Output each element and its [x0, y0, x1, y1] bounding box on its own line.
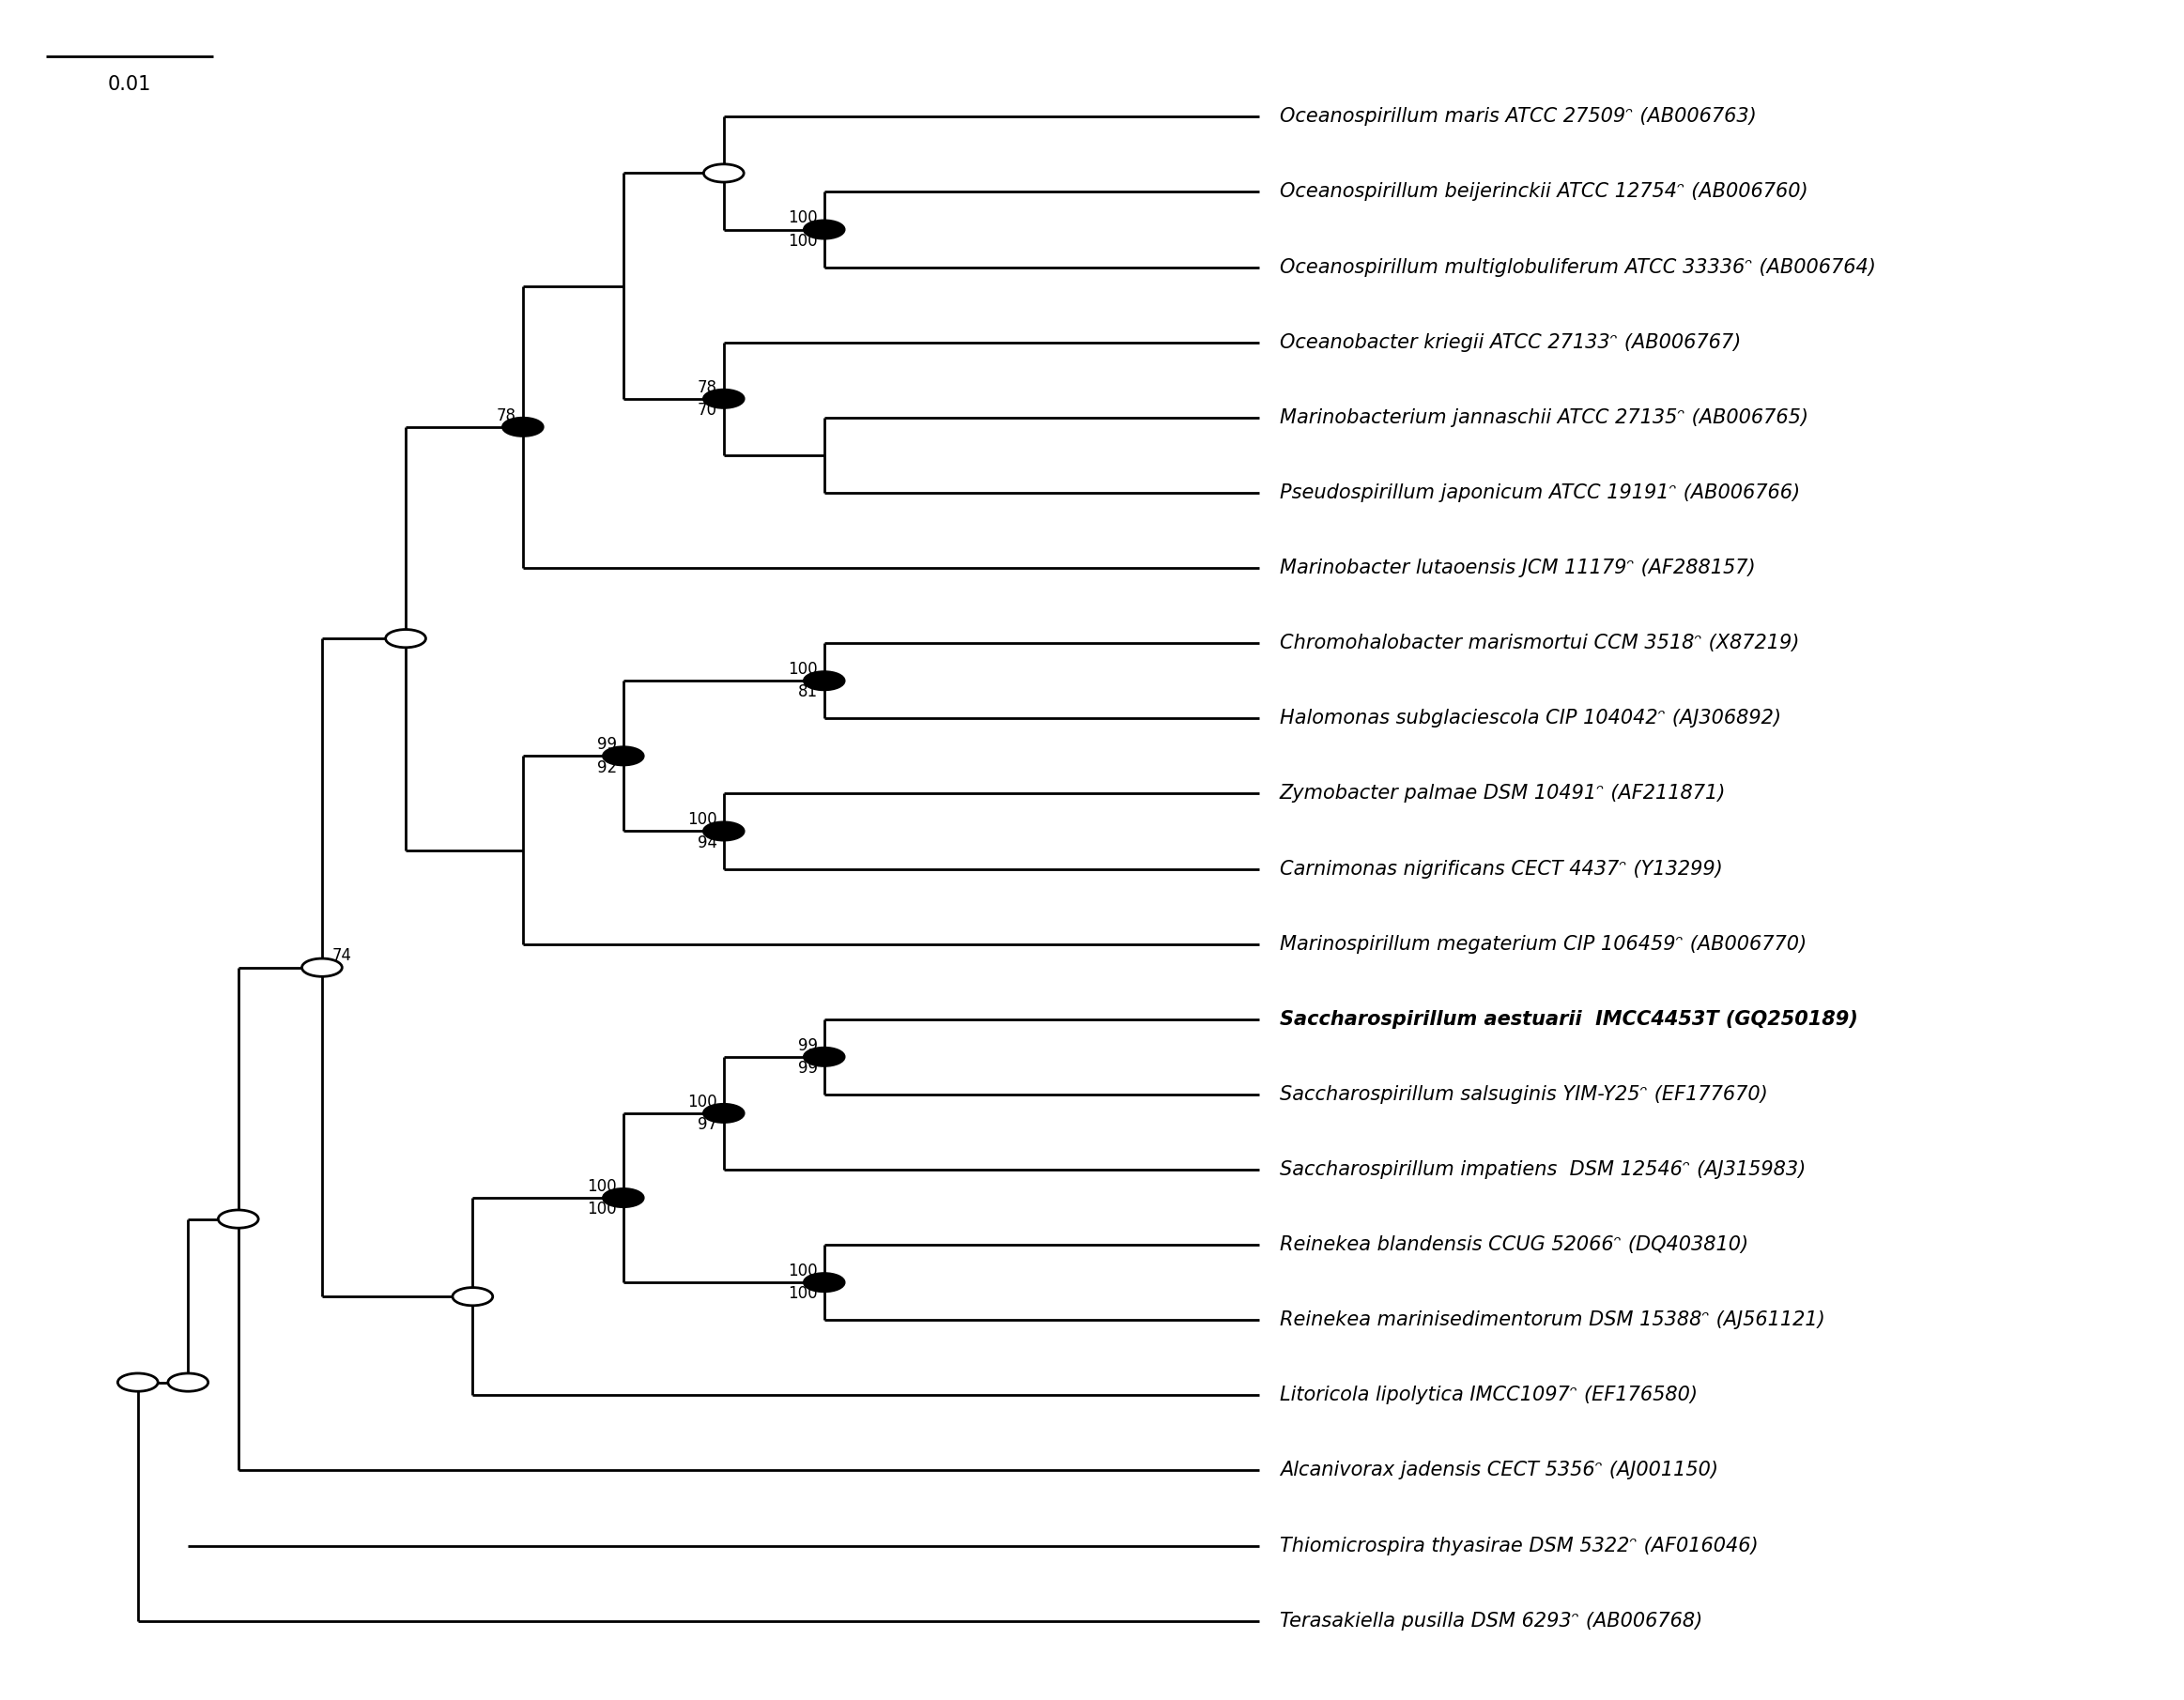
Text: 99: 99	[596, 736, 616, 753]
Text: 78: 78	[697, 379, 716, 396]
Circle shape	[603, 746, 644, 765]
Text: Oceanospirillum maris ATCC 27509ᵔ (AB006763): Oceanospirillum maris ATCC 27509ᵔ (AB006…	[1280, 107, 1756, 126]
Text: 92: 92	[596, 758, 616, 775]
Circle shape	[703, 165, 745, 182]
Text: 94: 94	[697, 835, 716, 852]
Text: 100: 100	[788, 233, 817, 250]
Text: 81: 81	[797, 683, 817, 700]
Text: Saccharospirillum impatiens  DSM 12546ᵔ (AJ315983): Saccharospirillum impatiens DSM 12546ᵔ (…	[1280, 1159, 1806, 1180]
Circle shape	[502, 418, 544, 435]
Text: Carnimonas nigrificans CECT 4437ᵔ (Y13299): Carnimonas nigrificans CECT 4437ᵔ (Y1329…	[1280, 860, 1723, 879]
Text: Marinobacterium jannaschii ATCC 27135ᵔ (AB006765): Marinobacterium jannaschii ATCC 27135ᵔ (…	[1280, 408, 1808, 427]
Text: 99: 99	[797, 1037, 817, 1054]
Text: 100: 100	[788, 1263, 817, 1280]
Circle shape	[703, 1105, 745, 1122]
Text: Reinekea blandensis CCUG 52066ᵔ (DQ403810): Reinekea blandensis CCUG 52066ᵔ (DQ40381…	[1280, 1236, 1747, 1255]
Text: 100: 100	[788, 209, 817, 226]
Text: 97: 97	[697, 1117, 716, 1134]
Circle shape	[804, 1273, 845, 1292]
Text: Oceanospirillum beijerinckii ATCC 12754ᵔ (AB006760): Oceanospirillum beijerinckii ATCC 12754ᵔ…	[1280, 182, 1808, 201]
Circle shape	[804, 672, 845, 690]
Text: Thiomicrospira thyasirae DSM 5322ᵔ (AF016046): Thiomicrospira thyasirae DSM 5322ᵔ (AF01…	[1280, 1537, 1758, 1556]
Text: Halomonas subglaciescola CIP 104042ᵔ (AJ306892): Halomonas subglaciescola CIP 104042ᵔ (AJ…	[1280, 709, 1780, 728]
Text: Saccharospirillum aestuarii  IMCC4453T (GQ250189): Saccharospirillum aestuarii IMCC4453T (G…	[1280, 1010, 1859, 1028]
Text: Terasakiella pusilla DSM 6293ᵔ (AB006768): Terasakiella pusilla DSM 6293ᵔ (AB006768…	[1280, 1612, 1701, 1630]
Text: 99: 99	[797, 1059, 817, 1076]
Text: Litoricola lipolytica IMCC1097ᵔ (EF176580): Litoricola lipolytica IMCC1097ᵔ (EF17658…	[1280, 1386, 1697, 1404]
Text: 78: 78	[496, 406, 515, 423]
Text: 100: 100	[587, 1178, 616, 1195]
Text: 0.01: 0.01	[107, 75, 151, 94]
Circle shape	[703, 389, 745, 408]
Circle shape	[387, 629, 426, 648]
Text: Chromohalobacter marismortui CCM 3518ᵔ (X87219): Chromohalobacter marismortui CCM 3518ᵔ (…	[1280, 634, 1800, 653]
Text: 100: 100	[688, 1093, 716, 1110]
Text: Saccharospirillum salsuginis YIM-Y25ᵔ (EF177670): Saccharospirillum salsuginis YIM-Y25ᵔ (E…	[1280, 1085, 1767, 1103]
Text: Oceanospirillum multiglobuliferum ATCC 33336ᵔ (AB006764): Oceanospirillum multiglobuliferum ATCC 3…	[1280, 258, 1876, 277]
Text: Marinobacter lutaoensis JCM 11179ᵔ (AF288157): Marinobacter lutaoensis JCM 11179ᵔ (AF28…	[1280, 559, 1756, 578]
Text: 100: 100	[587, 1200, 616, 1217]
Circle shape	[804, 1047, 845, 1066]
Text: 74: 74	[332, 947, 352, 964]
Circle shape	[603, 1188, 644, 1207]
Text: Oceanobacter kriegii ATCC 27133ᵔ (AB006767): Oceanobacter kriegii ATCC 27133ᵔ (AB0067…	[1280, 333, 1741, 352]
Circle shape	[218, 1210, 258, 1227]
Circle shape	[168, 1374, 207, 1391]
Circle shape	[804, 221, 845, 238]
Text: Alcanivorax jadensis CECT 5356ᵔ (AJ001150): Alcanivorax jadensis CECT 5356ᵔ (AJ00115…	[1280, 1460, 1719, 1481]
Text: Pseudospirillum japonicum ATCC 19191ᵔ (AB006766): Pseudospirillum japonicum ATCC 19191ᵔ (A…	[1280, 483, 1800, 502]
Circle shape	[703, 823, 745, 840]
Text: 100: 100	[788, 661, 817, 678]
Text: Marinospirillum megaterium CIP 106459ᵔ (AB006770): Marinospirillum megaterium CIP 106459ᵔ (…	[1280, 935, 1806, 954]
Text: 70: 70	[697, 401, 716, 418]
Circle shape	[301, 959, 343, 976]
Text: Zymobacter palmae DSM 10491ᵔ (AF211871): Zymobacter palmae DSM 10491ᵔ (AF211871)	[1280, 784, 1725, 802]
Circle shape	[452, 1287, 494, 1306]
Text: 100: 100	[788, 1285, 817, 1302]
Circle shape	[118, 1374, 157, 1391]
Text: 100: 100	[688, 811, 716, 828]
Text: Reinekea marinisedimentorum DSM 15388ᵔ (AJ561121): Reinekea marinisedimentorum DSM 15388ᵔ (…	[1280, 1311, 1826, 1329]
